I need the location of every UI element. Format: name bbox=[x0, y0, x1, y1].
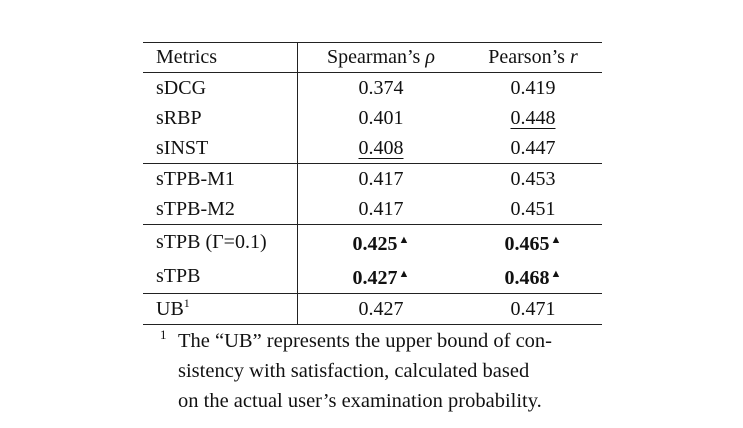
table-footnote: 1 The “UB” represents the upper bound of… bbox=[160, 326, 620, 416]
underlined-value: 0.448 bbox=[510, 107, 556, 129]
triangle-up-icon: ▲ bbox=[550, 268, 562, 280]
table-row: sINST 0.408 0.447 bbox=[143, 133, 602, 164]
footnote-ref: 1 bbox=[183, 296, 190, 310]
table-row: sDCG 0.374 0.419 bbox=[143, 72, 602, 103]
table-row: sRBP 0.401 0.448 bbox=[143, 103, 602, 133]
header-spearman: Spearman’s ρ bbox=[297, 42, 464, 73]
header-pearson: Pearson’s r bbox=[464, 42, 602, 73]
triangle-up-icon: ▲ bbox=[398, 234, 410, 246]
table-row: UB1 0.427 0.471 bbox=[143, 293, 602, 325]
header-row: Metrics Spearman’s ρ Pearson’s r bbox=[143, 42, 602, 73]
table-row: sTPB-M1 0.417 0.453 bbox=[143, 163, 602, 194]
table-row: sTPB-M2 0.417 0.451 bbox=[143, 194, 602, 225]
header-metrics: Metrics bbox=[143, 42, 298, 73]
triangle-up-icon: ▲ bbox=[398, 268, 410, 280]
results-table: Metrics Spearman’s ρ Pearson’s r sDCG 0.… bbox=[143, 42, 602, 325]
footnote-mark: 1 bbox=[160, 327, 167, 342]
underlined-value: 0.408 bbox=[358, 137, 404, 159]
table-row: sTPB (Γ=0.1) 0.425▲ 0.465▲ bbox=[143, 224, 602, 259]
table-row: sTPB 0.427▲ 0.468▲ bbox=[143, 259, 602, 294]
triangle-up-icon: ▲ bbox=[550, 234, 562, 246]
